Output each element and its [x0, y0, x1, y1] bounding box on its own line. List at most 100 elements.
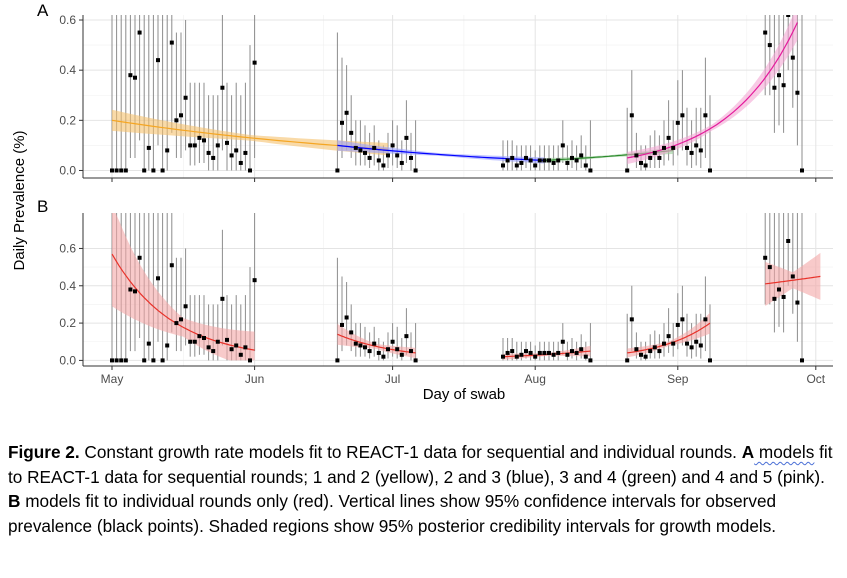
observed-point: [197, 334, 202, 339]
observed-point: [376, 158, 381, 163]
observed-point: [409, 349, 413, 354]
observed-point: [560, 339, 565, 344]
observed-point: [192, 339, 197, 344]
observed-point: [560, 143, 565, 148]
observed-point: [514, 163, 519, 168]
observed-point: [404, 135, 409, 140]
observed-point: [390, 143, 395, 148]
observed-point: [671, 145, 676, 150]
observed-point: [229, 347, 234, 352]
observed-point: [786, 15, 791, 17]
observed-point: [800, 358, 804, 363]
observed-point: [579, 347, 584, 352]
observed-point: [574, 158, 579, 163]
observed-point: [790, 55, 795, 60]
observed-point: [376, 350, 381, 355]
x-axis-title: Day of swab: [423, 386, 506, 403]
observed-point: [781, 83, 786, 88]
caption-label-b: B: [8, 491, 21, 511]
observed-point: [114, 358, 119, 363]
observed-point: [114, 168, 119, 173]
observed-point: [675, 322, 680, 327]
observed-point: [192, 143, 197, 148]
observed-point: [123, 358, 128, 363]
observed-point: [381, 163, 386, 168]
observed-point: [666, 334, 671, 339]
observed-point: [349, 130, 354, 135]
observed-point: [404, 334, 409, 339]
observed-point: [225, 140, 229, 145]
observed-point: [358, 343, 363, 348]
y-tick-label: 0.2: [59, 316, 76, 330]
observed-point: [395, 347, 400, 352]
observed-point: [349, 330, 354, 335]
observed-point: [685, 145, 689, 150]
observed-point: [211, 155, 216, 160]
observed-point: [666, 135, 671, 140]
observed-point: [133, 289, 137, 294]
observed-point: [643, 354, 648, 359]
observed-point: [146, 145, 151, 150]
observed-point: [215, 143, 220, 148]
observed-point: [652, 150, 657, 155]
observed-point: [698, 148, 703, 153]
observed-point: [629, 113, 634, 118]
fit-band-round-5: [765, 252, 821, 306]
observed-point: [183, 304, 188, 309]
observed-point: [514, 354, 519, 359]
observed-point: [662, 341, 666, 346]
observed-point: [202, 336, 206, 341]
observed-point: [551, 352, 556, 357]
fit-band-4-and-5: [627, 15, 798, 164]
y-tick-label: 0.4: [59, 279, 76, 293]
y-tick-label: 0.6: [59, 241, 76, 255]
observed-point: [395, 153, 400, 158]
observed-point: [174, 321, 179, 326]
observed-point: [340, 120, 344, 125]
observed-point: [703, 317, 708, 322]
fit-band-round-1: [112, 213, 255, 361]
observed-point: [800, 168, 804, 173]
observed-point: [671, 341, 676, 346]
observed-point: [588, 168, 593, 173]
y-tick-label: 0.0: [59, 163, 76, 177]
observed-point: [505, 350, 510, 355]
observed-point: [169, 40, 174, 45]
observed-point: [629, 317, 634, 322]
fit-line-round-1: [111, 253, 255, 351]
observed-point: [215, 339, 220, 344]
observed-point: [340, 322, 344, 327]
caption-text-2: fit to REACT-1 data for sequential round…: [8, 442, 833, 487]
observed-point: [110, 358, 114, 363]
observed-point: [188, 143, 193, 148]
observed-point: [229, 153, 234, 158]
panel-background: [83, 15, 833, 178]
observed-point: [588, 358, 593, 363]
caption-spellcheck-models: models: [754, 442, 815, 462]
observed-point: [657, 155, 662, 160]
x-tick-label: Aug: [525, 372, 546, 386]
observed-point: [123, 168, 128, 173]
observed-point: [547, 158, 551, 163]
observed-point: [156, 276, 160, 281]
observed-point: [763, 30, 768, 35]
observed-point: [519, 352, 524, 357]
observed-point: [399, 160, 404, 165]
observed-point: [243, 345, 248, 350]
observed-point: [625, 168, 630, 173]
panel-a: 0.0 0.2 0.4 0.6 A: [37, 1, 833, 182]
observed-point: [570, 155, 574, 160]
observed-point: [344, 110, 349, 115]
shared-axes: May Jun Jul Aug Sep Oct Day of swab Daily Preva…: [11, 130, 826, 403]
observed-point: [675, 120, 680, 125]
observed-point: [689, 150, 694, 155]
x-tick-label: Jul: [385, 372, 400, 386]
observed-point: [524, 155, 528, 160]
x-tick-label: Oct: [806, 372, 825, 386]
observed-point: [238, 352, 243, 357]
observed-point: [795, 90, 800, 95]
observed-point: [390, 339, 395, 344]
fit-line-round-5: [765, 275, 821, 285]
observed-point: [634, 153, 639, 158]
x-tick-label: May: [101, 372, 124, 386]
